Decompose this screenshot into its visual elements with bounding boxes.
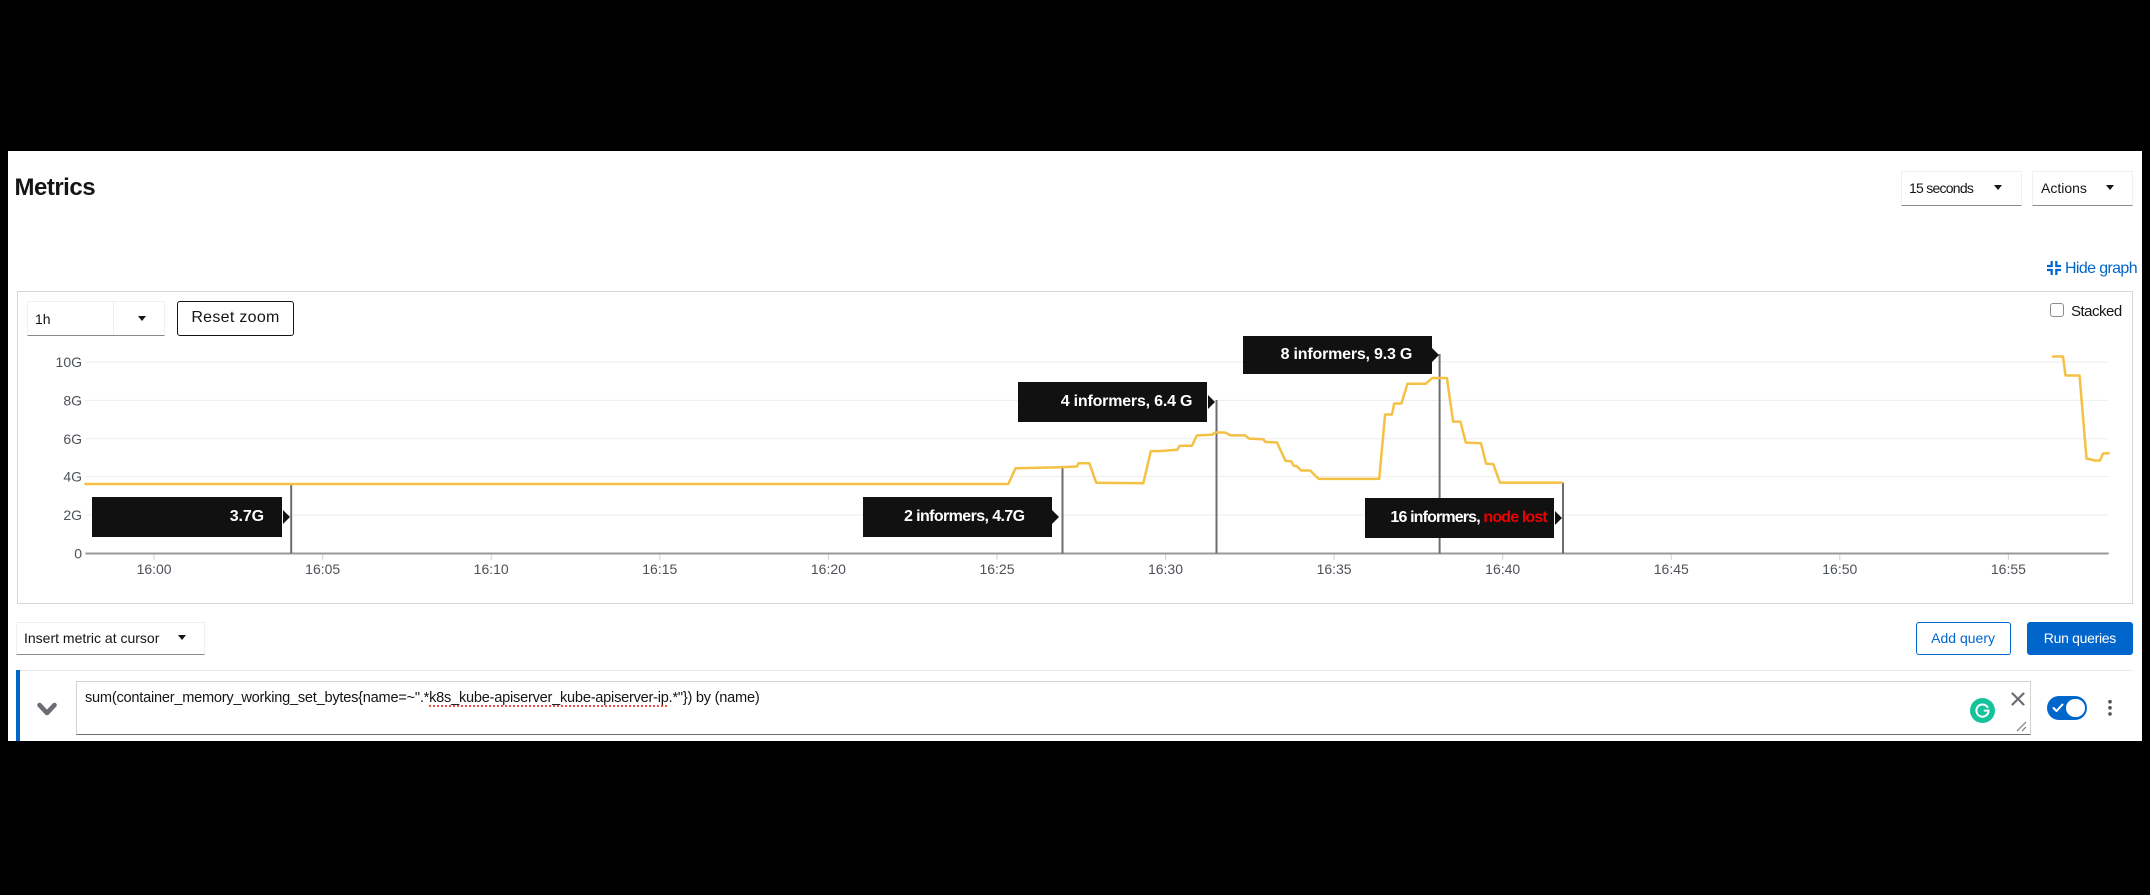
svg-text:16:20: 16:20 <box>811 561 846 577</box>
svg-text:10G: 10G <box>56 354 82 370</box>
svg-text:16:35: 16:35 <box>1317 561 1352 577</box>
svg-text:8G: 8G <box>63 392 82 408</box>
svg-text:0: 0 <box>74 546 82 562</box>
svg-text:16:10: 16:10 <box>474 561 509 577</box>
svg-text:16:45: 16:45 <box>1654 561 1689 577</box>
svg-text:16:30: 16:30 <box>1148 561 1183 577</box>
svg-text:16:15: 16:15 <box>642 561 677 577</box>
svg-text:16:05: 16:05 <box>305 561 340 577</box>
svg-text:16:40: 16:40 <box>1485 561 1520 577</box>
svg-text:16:25: 16:25 <box>979 561 1014 577</box>
svg-text:16:50: 16:50 <box>1822 561 1857 577</box>
svg-text:2G: 2G <box>63 507 82 523</box>
svg-text:4G: 4G <box>63 469 82 485</box>
svg-text:16:00: 16:00 <box>137 561 172 577</box>
svg-text:6G: 6G <box>63 431 82 447</box>
svg-text:16:55: 16:55 <box>1991 561 2026 577</box>
